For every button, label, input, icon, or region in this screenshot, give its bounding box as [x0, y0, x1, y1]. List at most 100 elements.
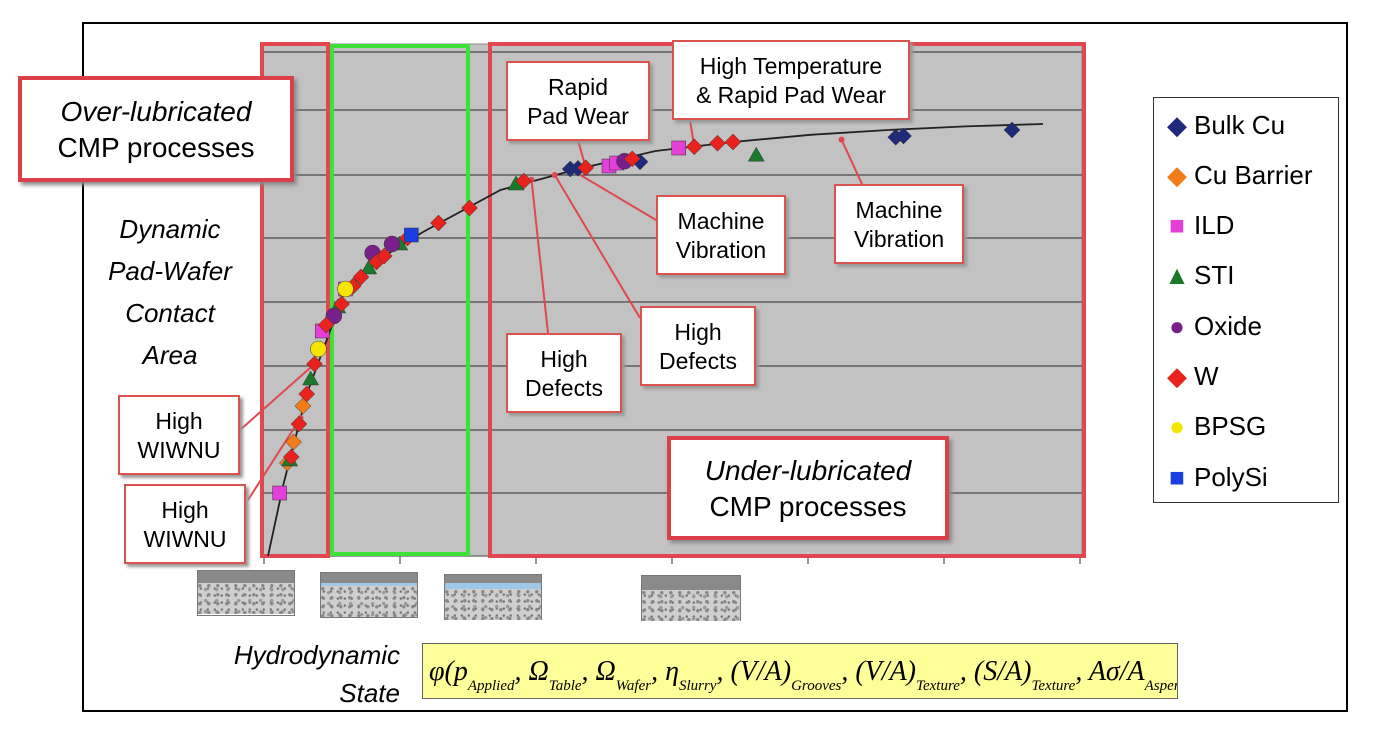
y-axis-label-line: Dynamic	[119, 214, 221, 244]
legend-label: Cu Barrier	[1194, 160, 1313, 190]
formula-sub: Texture	[1031, 678, 1076, 694]
under-lubricated-line1: Under-lubricated	[704, 455, 912, 486]
callout-line: Machine	[677, 208, 765, 234]
callout-line: Vibration	[853, 226, 945, 252]
pad-texture-image-4	[641, 575, 741, 621]
y-axis-label-line: Contact	[125, 298, 215, 328]
legend-item-bpsg: ● BPSG	[1164, 411, 1266, 441]
legend-label: PolySi	[1194, 462, 1268, 492]
callout-arrow	[569, 168, 657, 221]
callout-arrow	[840, 139, 863, 185]
formula-sub: Texture	[916, 678, 960, 694]
y-axis-label-line: Area	[142, 340, 198, 370]
point-w	[709, 134, 726, 152]
callout-line: & Rapid Pad Wear	[695, 82, 887, 108]
x-axis-label-line: State	[339, 678, 400, 708]
formula-sub: Grooves	[791, 678, 842, 694]
formula-comma: ,	[581, 656, 589, 687]
callout-line: WIWNU	[143, 526, 227, 552]
x-axis-label: Hydrodynamic State	[200, 636, 400, 712]
formula-omega: Ω	[528, 656, 549, 687]
point-w	[515, 172, 533, 190]
legend-item-cu-barrier: ◆ Cu Barrier	[1164, 160, 1312, 190]
diamond-icon: ◆	[1167, 361, 1187, 391]
point-w	[430, 214, 447, 232]
diamond-icon: ◆	[1167, 160, 1187, 190]
formula-va: (V/A)	[855, 656, 917, 687]
formula-sub: Slurry	[678, 678, 717, 694]
point-sti	[360, 259, 378, 275]
point-w	[290, 415, 308, 433]
point-sti	[302, 370, 320, 386]
callout-arrow	[239, 363, 316, 431]
legend-item-w: ◆ W	[1164, 361, 1219, 391]
point-bpsg	[337, 280, 354, 298]
formula-sa: (S/A)	[973, 656, 1032, 687]
callout-high-wiwnu-2: High WIWNU	[124, 484, 246, 564]
formula-sub: Applied	[467, 678, 515, 694]
point-polysi	[404, 227, 419, 243]
under-lubricated-label: Under-lubricated CMP processes	[667, 436, 949, 540]
under-lubricated-line2: CMP processes	[709, 491, 907, 522]
pad-texture-image-3	[444, 574, 542, 620]
y-axis-label: Dynamic Pad-Wafer Contact Area	[86, 208, 254, 376]
formula-va: (V/A)	[730, 656, 792, 687]
point-ild	[272, 485, 287, 501]
legend-label: Bulk Cu	[1194, 110, 1286, 140]
over-lubricated-label: Over-lubricated CMP processes	[18, 76, 294, 182]
diamond-icon: ◆	[1167, 110, 1187, 140]
callout-line: Defects	[525, 375, 603, 401]
callout-line: High Temperature	[699, 53, 883, 79]
callout-machine-vibration-2: Machine Vibration	[834, 184, 964, 264]
callout-arrow	[247, 417, 302, 501]
callout-machine-vibration-1: Machine Vibration	[656, 195, 786, 275]
legend-label: W	[1194, 361, 1219, 391]
point-bulk-cu	[895, 127, 912, 145]
point-w	[306, 355, 323, 373]
y-axis-label-line: Pad-Wafer	[108, 256, 232, 286]
legend-item-ild: ■ ILD	[1164, 210, 1234, 240]
point-oxide	[325, 307, 343, 325]
legend-item-oxide: ● Oxide	[1164, 311, 1262, 341]
callout-line: High	[674, 319, 722, 345]
callout-rapid-pad-wear: Rapid Pad Wear	[506, 61, 650, 141]
triangle-icon: ▲	[1164, 260, 1190, 290]
optimal-region	[330, 44, 470, 556]
legend: ◆ Bulk Cu ◆ Cu Barrier ■ ILD ▲ STI ● Oxide ◆ W…	[1153, 97, 1339, 503]
legend-item-bulk-cu: ◆ Bulk Cu	[1164, 110, 1285, 140]
callout-line: WIWNU	[137, 437, 221, 463]
callout-high-temperature: High Temperature & Rapid Pad Wear	[672, 40, 910, 120]
point-w	[282, 448, 300, 466]
point-ild	[671, 140, 686, 156]
callout-line: Vibration	[675, 237, 767, 263]
point-w	[461, 199, 478, 217]
legend-label: STI	[1194, 260, 1235, 290]
hydrodynamic-state-formula: φ(pApplied, ΩTable, ΩWafer, ηSlurry, (V/…	[422, 643, 1178, 699]
callout-arrow-head	[838, 136, 845, 143]
pad-texture-image-2	[320, 572, 418, 618]
legend-label: BPSG	[1194, 411, 1267, 441]
square-icon: ■	[1169, 462, 1185, 492]
legend-item-polysi: ■ PolySi	[1164, 462, 1268, 492]
formula-sub: Wafer	[615, 678, 652, 694]
point-w	[317, 316, 335, 334]
formula-comma: ,	[841, 656, 849, 687]
formula-sub: Table	[548, 678, 582, 694]
formula-open: (	[444, 656, 454, 687]
square-icon: ■	[1169, 210, 1185, 240]
callout-line: High	[161, 497, 209, 523]
callout-line: High	[540, 346, 588, 372]
circle-icon: ●	[1169, 411, 1185, 441]
callout-line: Pad Wear	[527, 103, 629, 129]
formula-area-ratio: Aσ/A	[1088, 656, 1145, 687]
callout-high-defects-2: High Defects	[640, 306, 756, 386]
over-lubricated-line2: CMP processes	[57, 132, 255, 163]
formula-sub: Asperity	[1144, 678, 1177, 694]
point-sti	[747, 146, 765, 162]
point-w	[352, 268, 370, 286]
formula-omega: Ω	[595, 656, 616, 687]
callout-arrow	[530, 179, 549, 334]
formula-eta: η	[665, 656, 679, 687]
callout-line: Rapid	[547, 74, 609, 100]
formula-comma: ,	[651, 656, 659, 687]
